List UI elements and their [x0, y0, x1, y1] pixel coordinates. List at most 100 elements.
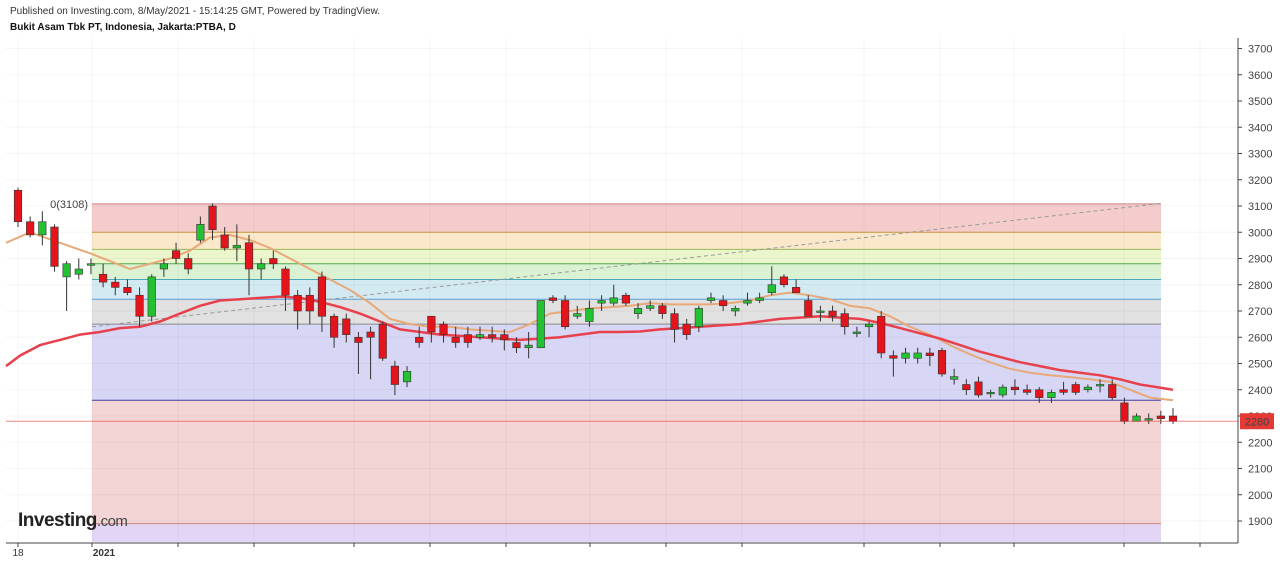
candle-body[interactable]	[330, 315, 339, 338]
candle-body[interactable]	[269, 258, 278, 265]
candle-body[interactable]	[99, 273, 108, 283]
candle-body[interactable]	[62, 263, 71, 278]
candle-body[interactable]	[415, 336, 424, 343]
candle-body[interactable]	[1132, 415, 1141, 422]
candle-body[interactable]	[159, 263, 168, 270]
candle-body[interactable]	[548, 297, 558, 301]
candle-body[interactable]	[889, 355, 898, 359]
candle-body[interactable]	[500, 334, 509, 341]
candle-body[interactable]	[317, 276, 327, 317]
candle-body[interactable]	[998, 386, 1007, 396]
candle-body[interactable]	[633, 308, 643, 314]
candle-body[interactable]	[1156, 415, 1165, 419]
candle-body[interactable]	[1035, 389, 1044, 398]
candle-body[interactable]	[1095, 384, 1105, 387]
candle-body[interactable]	[366, 331, 375, 338]
candle-body[interactable]	[609, 297, 618, 304]
candle-body[interactable]	[536, 300, 545, 349]
candle-body[interactable]	[755, 297, 764, 301]
candle-body[interactable]	[974, 381, 983, 396]
candle-body[interactable]	[561, 300, 570, 328]
candle-body[interactable]	[864, 323, 874, 328]
candle-body[interactable]	[1071, 384, 1080, 393]
candle-body[interactable]	[706, 297, 716, 301]
candle-body[interactable]	[816, 310, 825, 313]
candle-body[interactable]	[731, 308, 740, 312]
price-tick-label: 3600	[1248, 70, 1272, 82]
candle-body[interactable]	[792, 287, 801, 293]
candle-body[interactable]	[1023, 389, 1032, 393]
candle-body[interactable]	[378, 323, 387, 359]
candle-body[interactable]	[779, 276, 789, 286]
candle-body[interactable]	[840, 313, 849, 328]
candle-body[interactable]	[719, 300, 728, 307]
candle-body[interactable]	[293, 294, 302, 312]
candle-body[interactable]	[1083, 386, 1092, 391]
time-axis[interactable]: 18 2021	[6, 542, 1238, 559]
candle-body[interactable]	[1120, 402, 1129, 422]
candle-body[interactable]	[913, 352, 922, 359]
candle-body[interactable]	[658, 305, 667, 314]
candle-body[interactable]	[694, 308, 703, 328]
candle-body[interactable]	[925, 352, 934, 356]
candle-body[interactable]	[244, 242, 254, 270]
candle-body[interactable]	[451, 336, 460, 343]
candle-body[interactable]	[354, 336, 363, 343]
candle-body[interactable]	[475, 334, 485, 338]
candle-body[interactable]	[196, 224, 205, 241]
candle-body[interactable]	[1047, 392, 1056, 398]
candle-body[interactable]	[50, 226, 59, 267]
candle-body[interactable]	[184, 258, 193, 270]
candle-body[interactable]	[147, 276, 156, 317]
candle-body[interactable]	[208, 205, 217, 230]
candle-body[interactable]	[621, 294, 630, 304]
candle-body[interactable]	[38, 221, 47, 236]
candle-body[interactable]	[877, 315, 886, 354]
candle-body[interactable]	[111, 281, 120, 288]
candle-body[interactable]	[986, 392, 995, 395]
candle-body[interactable]	[232, 245, 241, 249]
candle-body[interactable]	[305, 294, 314, 312]
candle-body[interactable]	[257, 263, 266, 270]
candle-body[interactable]	[281, 268, 290, 296]
candle-body[interactable]	[512, 342, 521, 349]
candle-body[interactable]	[585, 308, 594, 322]
candle-body[interactable]	[1010, 386, 1020, 391]
candle-body[interactable]	[646, 305, 655, 309]
candle-body[interactable]	[670, 313, 679, 330]
candle-body[interactable]	[342, 318, 351, 335]
candle-body[interactable]	[1144, 418, 1153, 421]
candle-body[interactable]	[135, 294, 144, 317]
candle-body[interactable]	[439, 323, 448, 335]
candle-body[interactable]	[123, 287, 132, 293]
candle-body[interactable]	[950, 376, 959, 380]
candle-body[interactable]	[390, 365, 399, 385]
price-axis[interactable]: 1900200021002200230024002500260027002800…	[1237, 38, 1274, 543]
candle-body[interactable]	[682, 323, 691, 335]
candle-body[interactable]	[573, 313, 582, 317]
candle-body[interactable]	[1108, 384, 1117, 398]
candle-body[interactable]	[463, 334, 472, 343]
candle-body[interactable]	[804, 300, 813, 317]
candle-body[interactable]	[488, 334, 497, 338]
candle-body[interactable]	[220, 234, 229, 249]
candle-body[interactable]	[937, 350, 947, 375]
candle-body[interactable]	[962, 384, 971, 391]
candle-body[interactable]	[828, 310, 837, 317]
candle-body[interactable]	[74, 268, 83, 275]
candle-body[interactable]	[743, 300, 752, 304]
candle-body[interactable]	[852, 331, 861, 334]
candle-body[interactable]	[1168, 415, 1178, 422]
candle-body[interactable]	[901, 352, 910, 359]
candle-body[interactable]	[13, 189, 23, 223]
candle-body[interactable]	[402, 371, 412, 383]
candle-body[interactable]	[171, 250, 181, 259]
candle-body[interactable]	[767, 284, 776, 293]
candle-body[interactable]	[597, 300, 606, 304]
candle-body[interactable]	[427, 315, 436, 333]
candle-body[interactable]	[26, 221, 35, 236]
candle-body[interactable]	[86, 263, 96, 266]
candle-body[interactable]	[524, 344, 533, 349]
candle-body[interactable]	[1059, 389, 1068, 393]
